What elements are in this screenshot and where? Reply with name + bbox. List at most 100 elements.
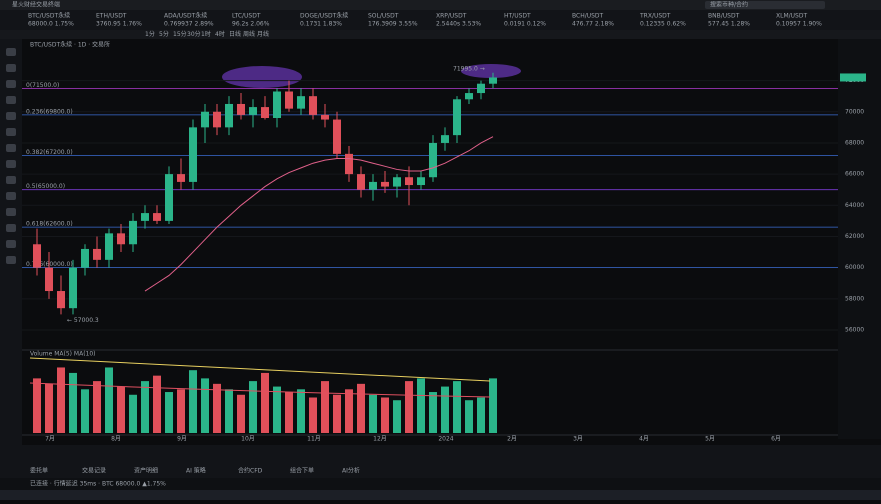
volume-bar	[453, 381, 461, 433]
interval-button[interactable]: 15分	[173, 30, 187, 38]
ticker-symbol[interactable]: BNB/USDT	[708, 13, 740, 20]
ticker-symbol[interactable]: BCH/USDT	[572, 13, 604, 20]
time-label: 2月	[507, 436, 517, 443]
volume-bar	[165, 392, 173, 433]
bottom-tab[interactable]: AI 策略	[186, 467, 206, 475]
candle-body	[261, 107, 269, 118]
ma-line	[144, 136, 494, 292]
sidebar-icon[interactable]	[6, 240, 16, 248]
candle-body	[465, 93, 473, 100]
sidebar-icon[interactable]	[6, 80, 16, 88]
ticker-symbol[interactable]: XLM/USDT	[776, 13, 807, 20]
candle-body	[81, 248, 89, 268]
volume-bar	[93, 381, 101, 433]
volume-bar	[285, 392, 293, 433]
interval-button[interactable]: 30分	[187, 30, 201, 38]
candle-body	[417, 177, 425, 186]
taskbar	[0, 490, 881, 500]
sidebar-icon[interactable]	[6, 64, 16, 72]
candle-body	[321, 114, 329, 120]
ticker-quote[interactable]: 0.10957 1.90%	[776, 21, 822, 28]
volume-ma	[29, 382, 491, 398]
sidebar-icon[interactable]	[6, 48, 16, 56]
candle-body	[213, 111, 221, 128]
candle-body	[105, 233, 113, 260]
ticker-symbol[interactable]: SOL/USDT	[368, 13, 399, 20]
ticker-symbol[interactable]: HT/USDT	[504, 13, 531, 20]
candle-body	[429, 142, 437, 178]
candle-body	[117, 233, 125, 245]
candle-body	[141, 213, 149, 221]
sidebar-icon[interactable]	[6, 224, 16, 232]
bottom-tab[interactable]: 委托单	[30, 467, 48, 475]
interval-button[interactable]: 1时	[201, 30, 211, 38]
fib-label: 0.236(69800.0)	[26, 108, 73, 115]
ticker-symbol[interactable]: XRP/USDT	[436, 13, 467, 20]
bottom-tab[interactable]: 交易记录	[82, 467, 106, 475]
ticker-quote[interactable]: 0.0191 0.12%	[504, 21, 546, 28]
bottom-panel	[0, 445, 881, 478]
volume-bar	[201, 378, 209, 433]
ticker-symbol[interactable]: ADA/USDT永续	[164, 12, 207, 20]
ticker-quote[interactable]: 0.769937 2.89%	[164, 21, 214, 28]
interval-button[interactable]: 4时	[215, 30, 225, 38]
sidebar-icon[interactable]	[6, 176, 16, 184]
candle-body	[297, 96, 305, 109]
sidebar-icon[interactable]	[6, 192, 16, 200]
sidebar-icon[interactable]	[6, 144, 16, 152]
time-label: 6月	[771, 436, 781, 443]
ticker-symbol[interactable]: DOGE/USDT永续	[300, 12, 348, 20]
sidebar-icon[interactable]	[6, 256, 16, 264]
ticker-symbol[interactable]: LTC/USDT	[232, 13, 261, 20]
price-tick-label: 66000	[845, 171, 864, 178]
price-tick-label: 70000	[845, 108, 864, 115]
interval-button[interactable]: 5分	[159, 30, 169, 38]
ticker-quote[interactable]: 2.5440s 3.53%	[436, 21, 481, 28]
sidebar-icon[interactable]	[6, 128, 16, 136]
ticker-symbol[interactable]: TRX/USDT	[639, 13, 671, 20]
search-box[interactable]	[705, 1, 825, 9]
fib-label: 0(71500.0)	[26, 82, 59, 89]
candle-body	[129, 220, 137, 245]
volume-bar	[321, 381, 329, 433]
sidebar-icon[interactable]	[6, 160, 16, 168]
ticker-quote[interactable]: 68000.0 1.75%	[28, 21, 74, 28]
time-label: 5月	[705, 436, 715, 443]
volume-bar	[213, 383, 221, 433]
interval-button[interactable]: 周线	[243, 30, 255, 38]
sidebar-icon[interactable]	[6, 112, 16, 120]
bottom-tab[interactable]: 合约CFD	[238, 467, 263, 475]
interval-button[interactable]: 1分	[145, 30, 155, 38]
status-text: 已连接 · 行情延迟 35ms · BTC 68000.0 ▲1.75%	[30, 480, 166, 488]
ticker-symbol[interactable]: ETH/USDT	[96, 13, 127, 20]
candle-body	[201, 111, 209, 128]
price-axis	[838, 39, 881, 439]
ticker-symbol[interactable]: BTC/USDT永续	[28, 12, 70, 20]
bottom-tab[interactable]: AI分析	[342, 467, 360, 475]
interval-button[interactable]: 日线	[229, 30, 241, 38]
ticker-quote[interactable]: 96.2s 2.06%	[232, 21, 270, 28]
interval-button[interactable]: 月线	[257, 30, 269, 38]
high-label: 71995.0 →	[453, 65, 485, 72]
ticker-bar	[0, 10, 881, 30]
ticker-quote[interactable]: 0.1731 1.83%	[300, 21, 342, 28]
volume-bar	[333, 394, 341, 433]
bottom-tab[interactable]: 组合下单	[290, 467, 314, 475]
fib-label: 0.5(65000.0)	[26, 183, 65, 190]
ticker-quote[interactable]: 176.3909 3.55%	[368, 21, 418, 28]
ticker-quote[interactable]: 0.12335 0.62%	[640, 21, 686, 28]
bottom-tab[interactable]: 资产明细	[134, 467, 158, 475]
candle-body	[477, 83, 485, 94]
ticker-quote[interactable]: 577.45 1.28%	[708, 21, 750, 28]
candle-body	[393, 177, 401, 187]
candle-body	[225, 103, 233, 128]
volume-bar	[465, 400, 473, 433]
volume-bar	[393, 400, 401, 433]
sidebar-icon[interactable]	[6, 96, 16, 104]
price-tick-label: 64000	[845, 202, 864, 209]
fib-label: 0.618(62600.0)	[26, 221, 73, 228]
ticker-quote[interactable]: 3760.95 1.76%	[96, 21, 142, 28]
volume-bar	[153, 375, 161, 433]
ticker-quote[interactable]: 476.77 2.18%	[572, 21, 614, 28]
sidebar-icon[interactable]	[6, 208, 16, 216]
